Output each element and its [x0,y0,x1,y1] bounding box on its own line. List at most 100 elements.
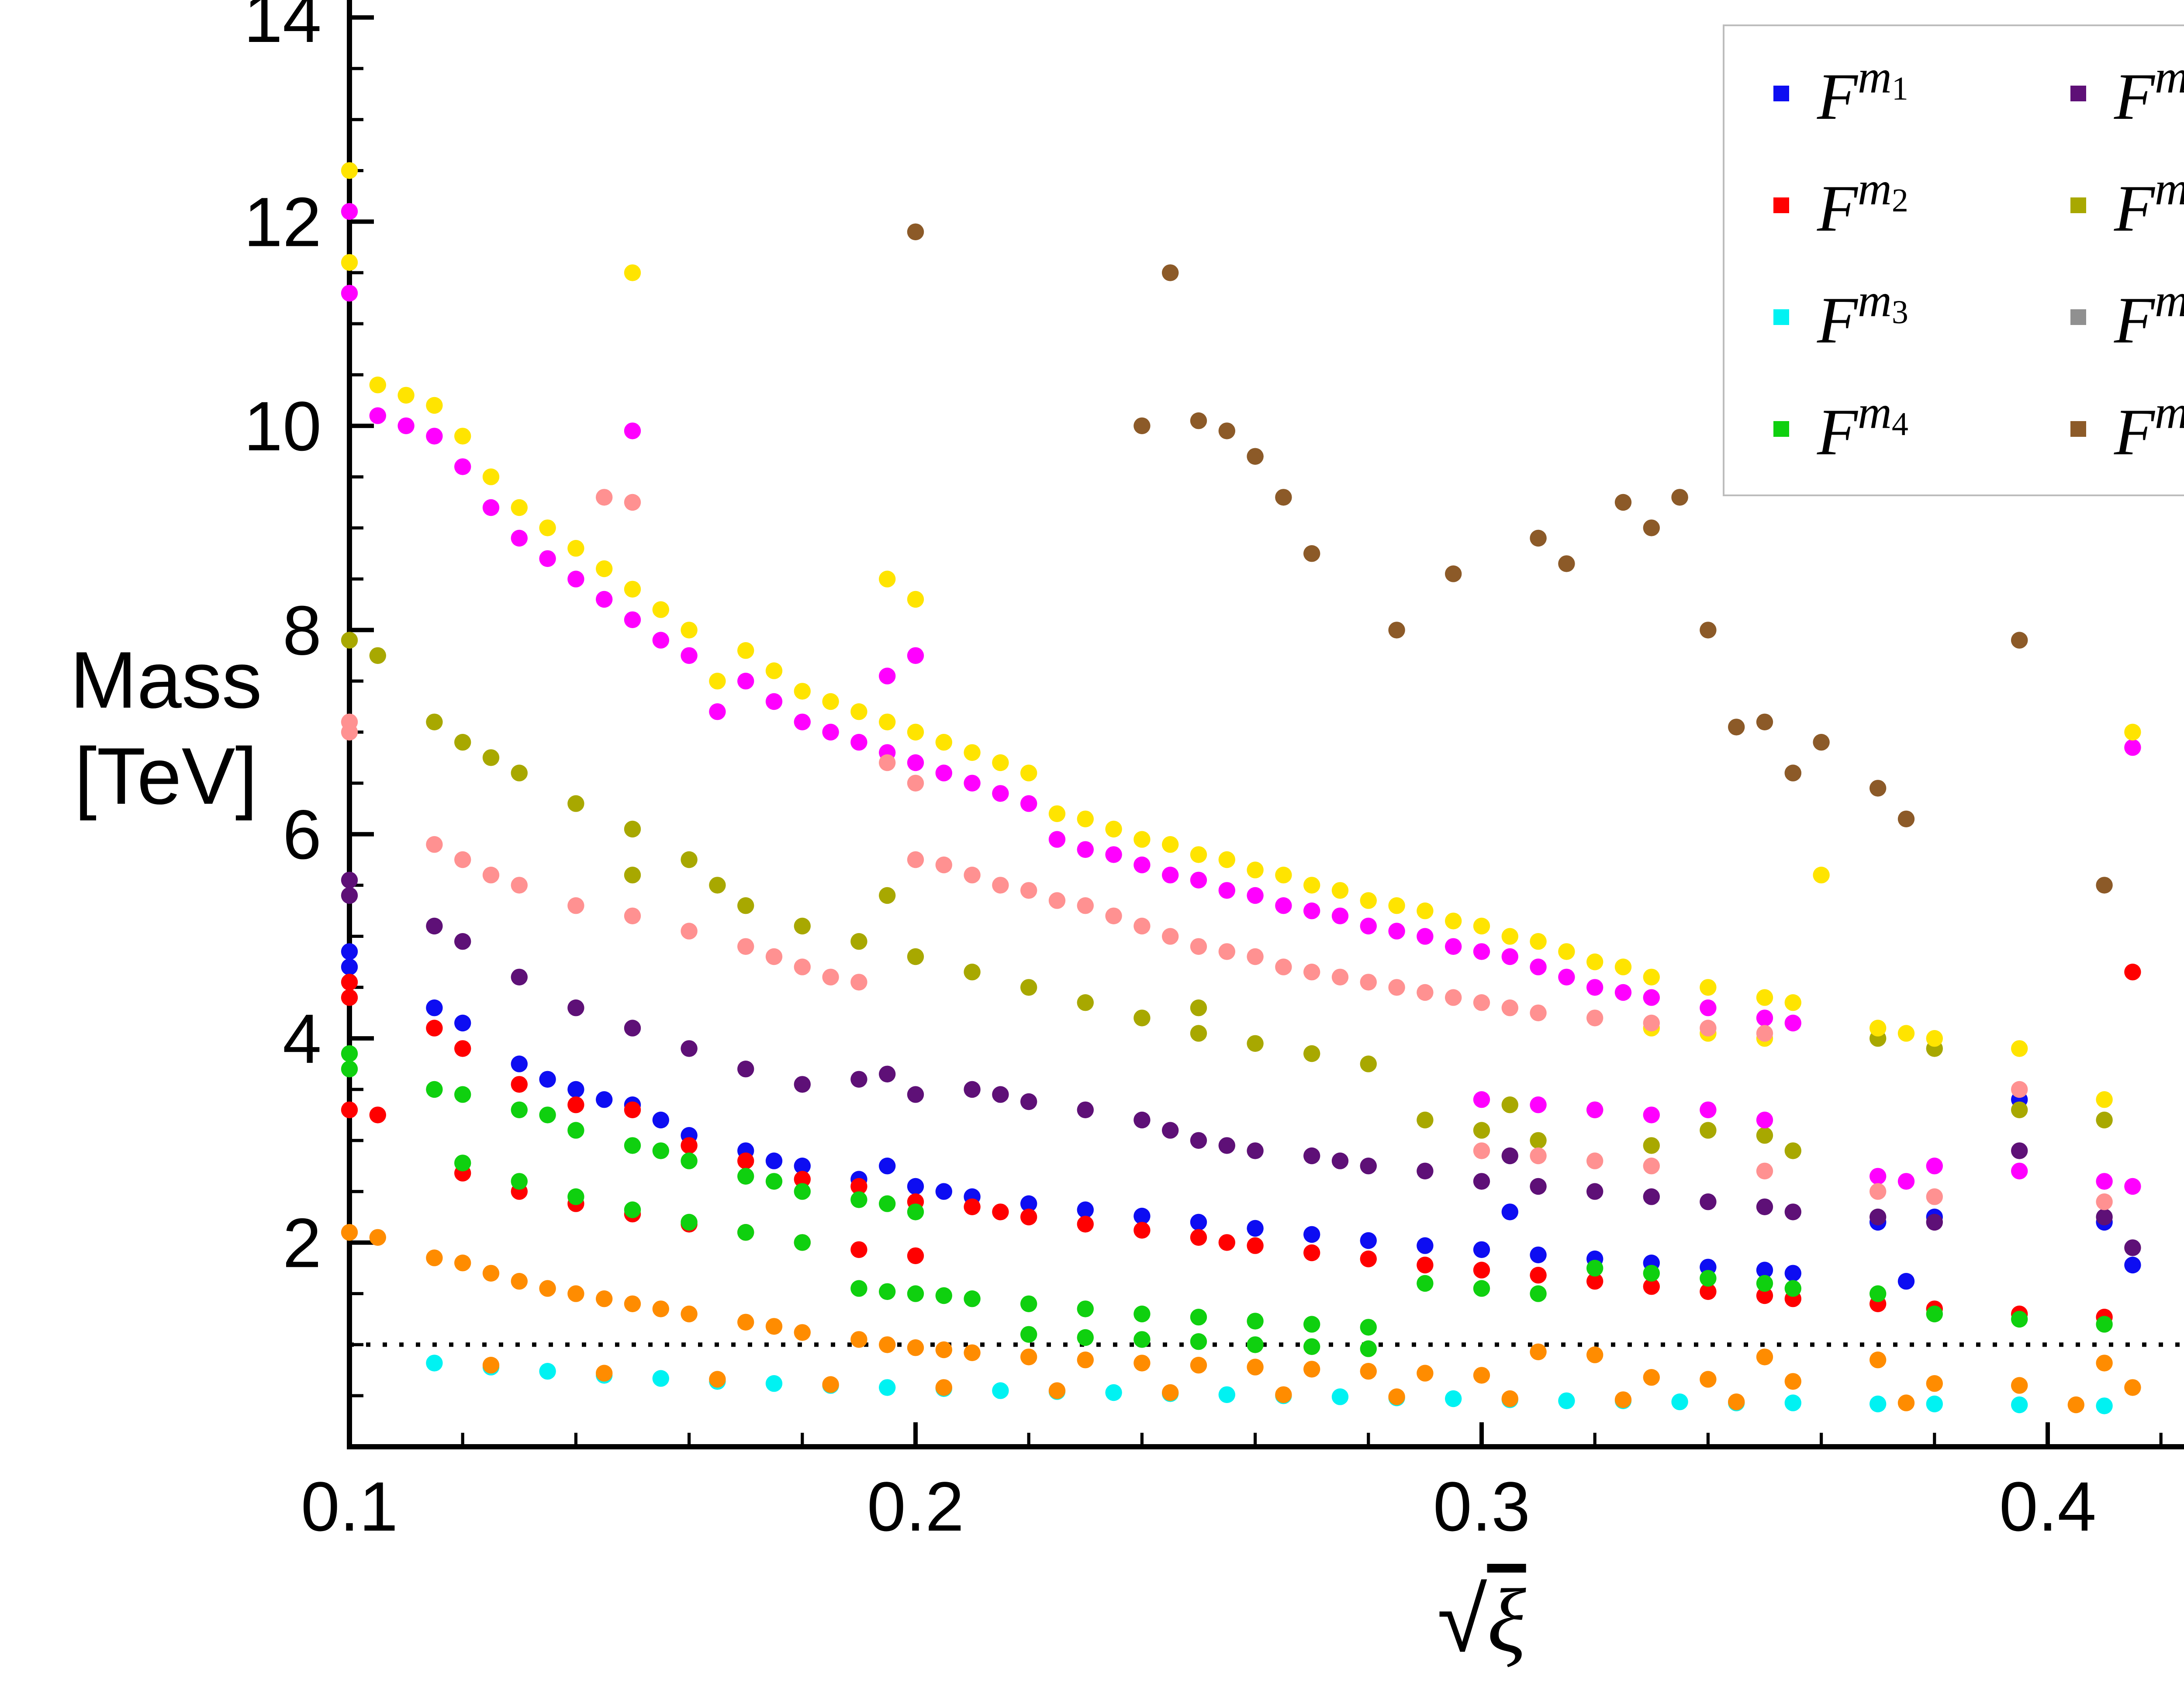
data-point [1388,979,1405,996]
data-point [681,647,698,664]
data-point [596,560,613,577]
x-tick-label: 0.3 [1433,1467,1530,1545]
data-point [567,897,584,914]
legend-label: Fm6 [2114,165,2184,246]
data-point [1331,968,1349,985]
data-point [1303,545,1320,562]
data-point [850,1241,867,1258]
data-point [1558,968,1575,985]
data-point [1643,1369,1660,1386]
data-point [737,1224,754,1241]
legend-item: Fm3 [1773,277,1980,355]
data-point [964,1198,981,1215]
data-point [624,611,641,629]
x-axis-title: √ξ [1437,1569,1526,1674]
data-point [1671,1393,1688,1410]
legend: Fm1Fm2Fm3Fm4Fm5Fm6Fm7Fm8Fm9Fm10Fm11Fm12 [1723,24,2184,496]
data-point [850,1331,867,1348]
data-point [2096,1091,2113,1108]
data-point [1643,989,1660,1006]
data-point [1756,1198,1773,1215]
data-point [567,999,584,1016]
y-tick-label: 12 [244,183,321,261]
data-point [1417,1111,1434,1129]
data-point [1813,734,1830,751]
data-point [1020,1208,1037,1226]
data-point [765,1173,783,1190]
data-point [341,723,358,741]
data-point [454,1155,471,1172]
data-point [567,1285,584,1302]
data-point [907,1339,924,1356]
data-point [1105,907,1122,924]
data-point [1190,1132,1207,1149]
data-point [879,570,896,588]
data-point [1926,1188,1943,1205]
data-point [1247,1313,1264,1330]
data-point [426,1020,443,1037]
data-point [1048,831,1066,848]
data-point [964,1290,981,1307]
data-point [1530,1343,1547,1360]
data-point [1388,1388,1405,1405]
data-point [794,1324,811,1341]
data-point [1473,1262,1490,1279]
data-point [2124,723,2141,741]
data-point [879,887,896,904]
data-point [1190,1229,1207,1246]
data-point [1133,1009,1151,1027]
data-point [1020,1326,1037,1343]
data-point [1897,1273,1915,1290]
data-point [1870,1395,1887,1413]
data-point [511,1173,528,1190]
data-point [1190,1025,1207,1042]
data-point [879,1195,896,1212]
data-point [907,1285,924,1302]
data-point [341,1101,358,1118]
y-axis-title-line2: [TeV] [74,730,258,821]
data-point [907,647,924,664]
data-point [1473,943,1490,960]
data-point [1501,1390,1518,1407]
data-point [1133,1305,1151,1323]
data-point [2096,1173,2113,1190]
data-point [1643,968,1660,985]
data-point [850,933,867,950]
data-point [681,1152,698,1169]
data-point [1728,1393,1745,1410]
data-point [2096,1208,2113,1226]
data-point [624,1137,641,1154]
data-point [652,632,670,649]
data-point [1784,1394,1801,1411]
data-point [454,458,471,475]
y-tick-label: 10 [244,387,321,465]
data-point [1586,1346,1603,1363]
data-point [1303,877,1320,894]
data-point [1360,1232,1377,1249]
data-point [794,1158,811,1175]
data-point [879,713,896,731]
data-point [2124,1256,2141,1274]
legend-swatch [1773,85,1789,100]
data-point [907,948,924,965]
data-point [624,907,641,924]
data-point [1105,820,1122,838]
data-point [539,1071,556,1088]
data-point [879,1158,896,1175]
data-point [1190,846,1207,863]
data-point [1756,1275,1773,1292]
data-point [964,867,981,884]
data-point [1445,989,1462,1006]
data-point [1275,958,1292,975]
data-point [1756,1287,1773,1304]
data-point [1700,622,1717,639]
data-point [822,968,839,985]
data-point [737,642,754,659]
data-point [1020,795,1037,812]
data-point [1897,1173,1915,1190]
data-point [454,1014,471,1032]
data-point [1218,943,1235,960]
data-point [567,1096,584,1113]
data-point [624,1020,641,1037]
data-point [1530,1096,1547,1113]
